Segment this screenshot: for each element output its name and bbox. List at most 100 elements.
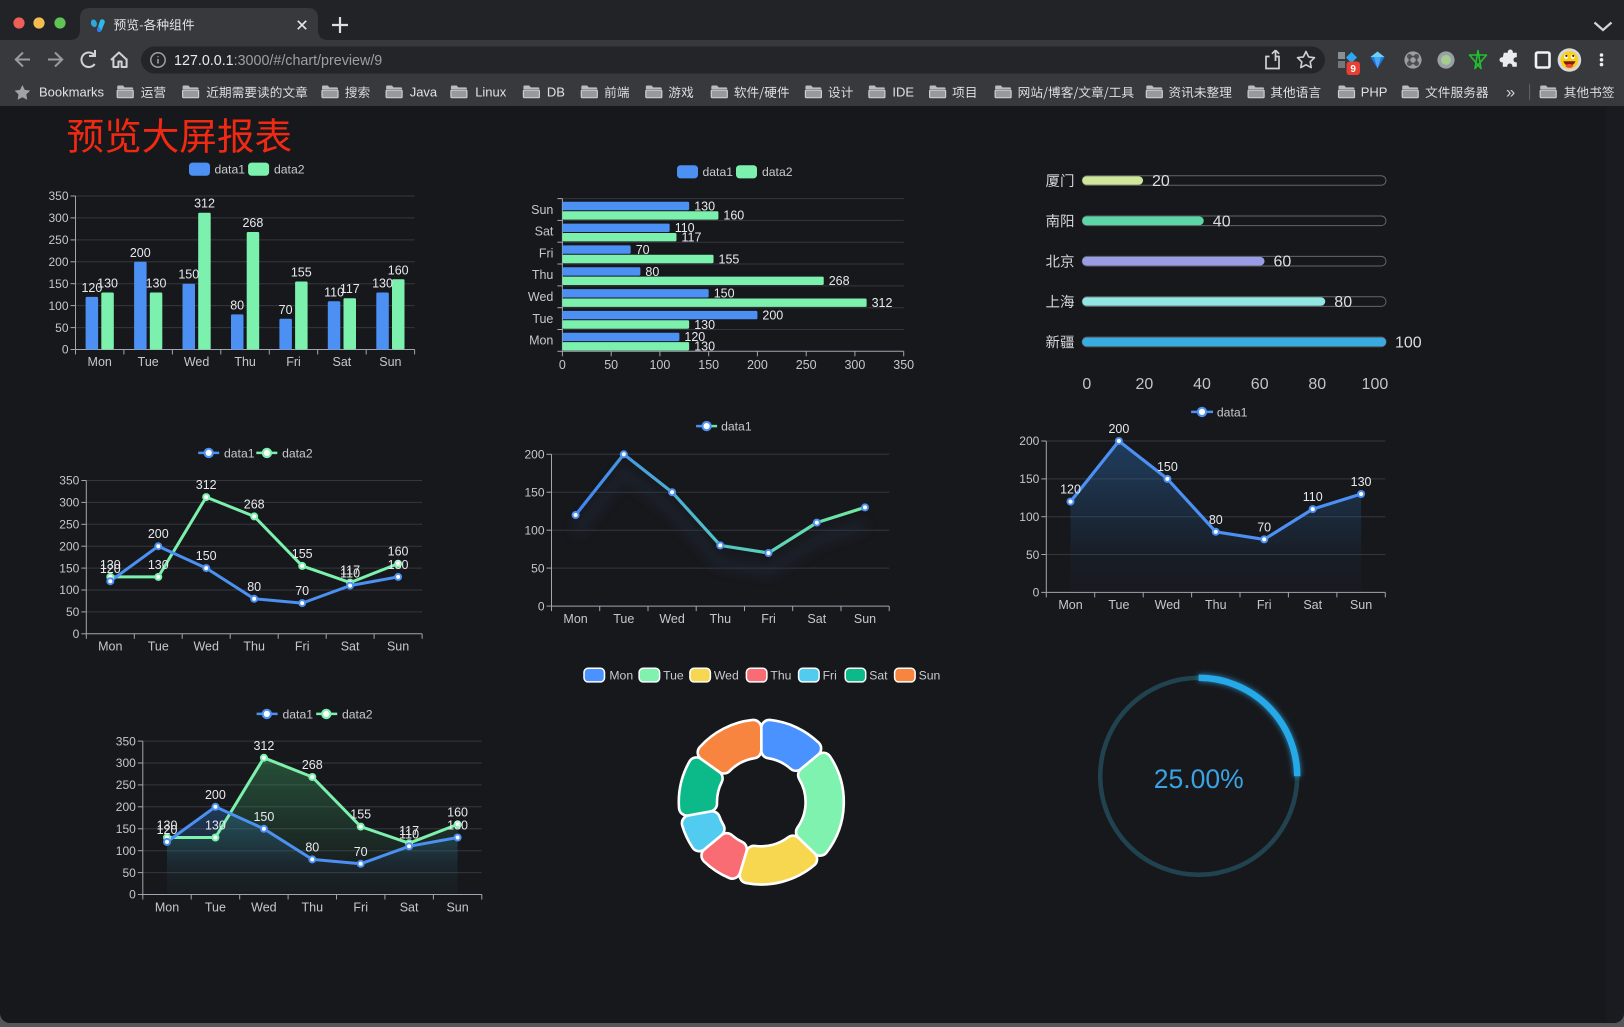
svg-text:150: 150 xyxy=(714,287,735,301)
svg-text:Thu: Thu xyxy=(770,668,791,682)
svg-text:150: 150 xyxy=(48,277,68,291)
svg-text:70: 70 xyxy=(1257,520,1271,534)
svg-text:160: 160 xyxy=(447,805,468,819)
svg-text:130: 130 xyxy=(694,318,715,332)
svg-text:130: 130 xyxy=(205,819,226,833)
svg-text:Wed: Wed xyxy=(528,290,554,304)
svg-text:110: 110 xyxy=(340,567,360,581)
svg-text:Mon: Mon xyxy=(98,640,122,654)
svg-text:Thu: Thu xyxy=(243,640,265,654)
svg-text:Thu: Thu xyxy=(234,355,256,369)
svg-text:150: 150 xyxy=(253,810,274,824)
svg-text:0: 0 xyxy=(538,599,545,613)
svg-text:Wed: Wed xyxy=(659,612,685,626)
svg-text:130: 130 xyxy=(148,558,169,572)
svg-text:200: 200 xyxy=(762,308,783,322)
svg-text:150: 150 xyxy=(196,549,217,563)
svg-text:100: 100 xyxy=(48,299,68,313)
svg-text:0: 0 xyxy=(1082,376,1091,393)
svg-text:data1: data1 xyxy=(283,707,314,721)
svg-text:50: 50 xyxy=(1026,548,1040,562)
svg-text:127.0.0.1:3000/#/chart/preview: 127.0.0.1:3000/#/chart/preview/9 xyxy=(174,53,382,69)
svg-text:80: 80 xyxy=(1334,294,1352,311)
svg-text:Mon: Mon xyxy=(88,355,112,369)
svg-text:70: 70 xyxy=(279,303,293,317)
svg-text:130: 130 xyxy=(97,277,118,291)
svg-text:Java: Java xyxy=(410,85,438,100)
svg-text:200: 200 xyxy=(1108,422,1129,436)
svg-text:70: 70 xyxy=(636,243,650,257)
svg-text:200: 200 xyxy=(116,800,136,814)
svg-text:117: 117 xyxy=(340,564,360,578)
svg-text:80: 80 xyxy=(305,840,319,854)
svg-text:200: 200 xyxy=(148,527,169,541)
svg-text:312: 312 xyxy=(253,739,274,753)
svg-text:Sat: Sat xyxy=(535,225,554,239)
svg-text:150: 150 xyxy=(178,268,199,282)
svg-text:50: 50 xyxy=(604,358,618,372)
svg-text:Thu: Thu xyxy=(532,268,554,282)
svg-text:70: 70 xyxy=(295,584,309,598)
svg-text:Fri: Fri xyxy=(295,640,310,654)
svg-text:Wed: Wed xyxy=(251,901,277,915)
svg-text:Sun: Sun xyxy=(531,203,553,217)
svg-text:130: 130 xyxy=(146,277,167,291)
svg-text:data1: data1 xyxy=(215,163,246,177)
svg-text:80: 80 xyxy=(1308,376,1326,393)
svg-text:117: 117 xyxy=(682,231,702,245)
svg-text:Mon: Mon xyxy=(563,612,587,626)
svg-text:data2: data2 xyxy=(762,165,793,179)
svg-text:Mon: Mon xyxy=(609,668,633,682)
svg-text:130: 130 xyxy=(372,277,393,291)
svg-text:»: » xyxy=(1506,84,1515,102)
svg-text:160: 160 xyxy=(388,545,409,559)
svg-text:268: 268 xyxy=(829,274,850,288)
svg-text:350: 350 xyxy=(59,474,79,488)
svg-text:110: 110 xyxy=(1303,490,1323,504)
svg-text:120: 120 xyxy=(157,823,178,837)
svg-text:130: 130 xyxy=(100,558,121,572)
svg-text:155: 155 xyxy=(292,547,313,561)
svg-text:80: 80 xyxy=(247,580,261,594)
svg-text:70: 70 xyxy=(354,845,368,859)
svg-text:Tue: Tue xyxy=(138,355,159,369)
svg-text:150: 150 xyxy=(1157,460,1178,474)
svg-text:155: 155 xyxy=(291,266,312,280)
svg-text:Thu: Thu xyxy=(710,612,732,626)
svg-text:Sun: Sun xyxy=(854,612,876,626)
svg-text:300: 300 xyxy=(59,496,79,510)
svg-text:Tue: Tue xyxy=(663,668,684,682)
svg-text:Tue: Tue xyxy=(148,640,169,654)
svg-text:Sun: Sun xyxy=(1350,598,1372,612)
svg-text:150: 150 xyxy=(59,561,79,575)
svg-text:110: 110 xyxy=(399,827,419,841)
svg-text:Tue: Tue xyxy=(205,901,226,915)
svg-text:Sun: Sun xyxy=(379,355,401,369)
svg-text:9: 9 xyxy=(1350,64,1356,75)
svg-text:100: 100 xyxy=(1362,376,1389,393)
svg-text:Sun: Sun xyxy=(446,901,468,915)
svg-text:268: 268 xyxy=(242,216,263,230)
svg-text:data1: data1 xyxy=(721,420,752,434)
svg-text:Tue: Tue xyxy=(1108,598,1129,612)
svg-text:Wed: Wed xyxy=(714,668,739,682)
svg-text:Sat: Sat xyxy=(333,355,352,369)
svg-text:100: 100 xyxy=(116,844,136,858)
svg-text:130: 130 xyxy=(1351,475,1372,489)
svg-text:Wed: Wed xyxy=(184,355,210,369)
svg-text:0: 0 xyxy=(73,627,80,641)
svg-text:Fri: Fri xyxy=(539,246,554,260)
svg-text:130: 130 xyxy=(388,558,409,572)
svg-text:312: 312 xyxy=(196,478,217,492)
svg-text:Tue: Tue xyxy=(613,612,634,626)
svg-text:50: 50 xyxy=(531,561,545,575)
svg-text:200: 200 xyxy=(524,448,544,462)
svg-text:data1: data1 xyxy=(224,446,255,460)
svg-text:250: 250 xyxy=(59,518,79,532)
svg-text:Linux: Linux xyxy=(475,85,507,100)
svg-text:155: 155 xyxy=(350,808,371,822)
svg-text:117: 117 xyxy=(399,824,419,838)
svg-text:117: 117 xyxy=(340,282,360,296)
svg-text:250: 250 xyxy=(48,233,68,247)
svg-text:Sat: Sat xyxy=(400,901,419,915)
